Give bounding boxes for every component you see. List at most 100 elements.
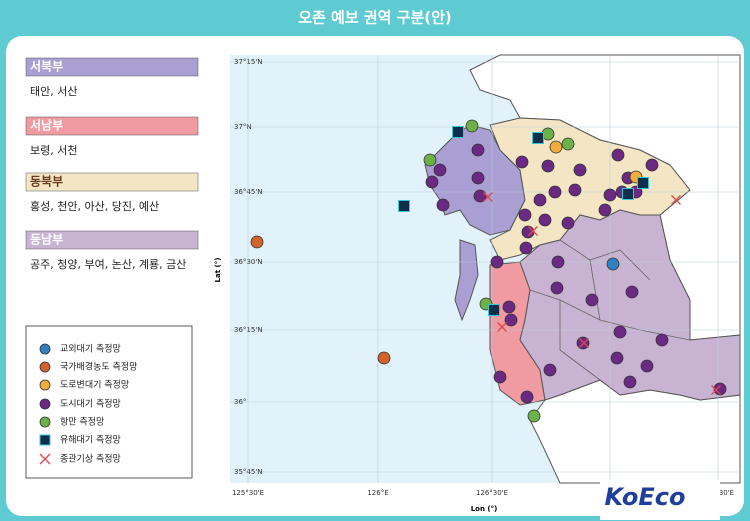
region-name: 동북부	[30, 175, 63, 189]
lon-title: Lon (°)	[471, 505, 498, 513]
legend-label: 국가배경농도 측정망	[60, 361, 137, 373]
marker-dot	[549, 140, 563, 154]
marker-dot	[645, 158, 659, 172]
marker-x	[579, 338, 589, 348]
marker-dot	[39, 398, 51, 410]
marker-dot	[541, 159, 555, 173]
marker-square	[532, 132, 544, 144]
legend-label: 유해대기 측정망	[60, 435, 121, 446]
marker-dot	[611, 148, 625, 162]
marker-dot	[377, 351, 391, 365]
marker-dot	[625, 285, 639, 299]
legend-label: 교외대기 측정망	[60, 343, 121, 355]
marker-dot	[610, 351, 624, 365]
marker-dot	[655, 333, 669, 347]
marker-dot	[533, 193, 547, 207]
logo-bg	[600, 480, 720, 520]
markers	[250, 119, 727, 423]
marker-dot	[603, 188, 617, 202]
marker-dot	[465, 119, 479, 133]
marker-x	[711, 385, 721, 395]
marker-dot	[515, 155, 529, 169]
region-bar	[25, 57, 199, 77]
marker-x	[497, 322, 507, 332]
marker-x	[483, 192, 493, 202]
lat-label: 36°	[234, 398, 246, 406]
marker-dot	[520, 390, 534, 404]
lon-label: 126°30'E	[476, 489, 508, 497]
region-northwest-island	[454, 239, 479, 322]
marker-dot	[585, 293, 599, 307]
marker-dot	[598, 203, 612, 217]
marker-dot	[623, 375, 637, 389]
marker-square	[637, 177, 649, 189]
marker-dot	[606, 257, 620, 271]
marker-dot	[425, 175, 439, 189]
marker-dot	[538, 213, 552, 227]
boundaries	[529, 239, 691, 381]
legend-label: 도시대기 측정망	[60, 399, 121, 410]
marker-square	[452, 126, 464, 138]
marker-dot	[561, 137, 575, 151]
region-bar	[25, 116, 199, 136]
marker-dot	[613, 325, 627, 339]
marker-dot	[543, 363, 557, 377]
marker-dot	[548, 185, 562, 199]
marker-dot	[250, 235, 264, 249]
marker-dot	[573, 163, 587, 177]
region-name: 서북부	[30, 59, 63, 74]
marker-square	[39, 434, 51, 446]
marker-dot	[550, 281, 564, 295]
marker-dot	[433, 163, 447, 177]
region-cities: 홍성, 천안, 아산, 당진, 예산	[30, 199, 159, 213]
marker-dot	[518, 208, 532, 222]
marker-x	[671, 195, 681, 205]
region-bar	[25, 172, 199, 192]
marker-square	[488, 304, 500, 316]
marker-dot	[576, 336, 590, 350]
lon-label: 125°30'E	[232, 489, 264, 497]
marker-dot	[436, 198, 450, 212]
marker-dot	[39, 379, 51, 391]
marker-dot	[502, 300, 516, 314]
marker-square	[398, 200, 410, 212]
region-cities: 공주, 청양, 부여, 논산, 계룡, 금산	[30, 258, 186, 271]
marker-dot	[423, 153, 437, 167]
marker-dot	[551, 255, 565, 269]
marker-dot	[471, 171, 485, 185]
marker-dot	[490, 255, 504, 269]
lat-title: Lat (°)	[214, 258, 222, 283]
marker-dot	[39, 343, 51, 355]
marker-dot	[713, 382, 727, 396]
lat-label: 37°N	[234, 123, 252, 131]
marker-dot	[561, 216, 575, 230]
legend-box	[25, 325, 193, 479]
logo: KoEco	[605, 483, 686, 511]
map: 37°15'N37°N36°45'N36°30'N36°15'N36°35°45…	[230, 54, 741, 497]
region-cities: 태안, 서산	[30, 85, 77, 98]
marker-dot	[39, 416, 51, 428]
lon-label: 126°E	[367, 489, 388, 497]
marker-dot	[568, 183, 582, 197]
region-name: 동남부	[30, 232, 63, 247]
marker-dot	[527, 409, 541, 423]
region-southeast	[519, 209, 741, 401]
marker-dot	[471, 143, 485, 157]
title: 오존 예보 권역 구분(안)	[298, 9, 452, 27]
marker-dot	[493, 370, 507, 384]
legend-label: 도로변대기 측정망	[60, 380, 129, 391]
marker-x	[528, 226, 538, 236]
marker-x	[39, 453, 51, 465]
region-cities: 보령, 서천	[30, 143, 77, 157]
region-name: 서남부	[30, 118, 63, 133]
region-bar	[25, 230, 199, 250]
marker-dot	[39, 361, 51, 373]
legend-label: 종관기상 측정망	[60, 454, 121, 465]
marker-dot	[640, 359, 654, 373]
legend-label: 항만 측정망	[60, 417, 104, 428]
marker-dot	[504, 313, 518, 327]
marker-square	[622, 188, 634, 200]
